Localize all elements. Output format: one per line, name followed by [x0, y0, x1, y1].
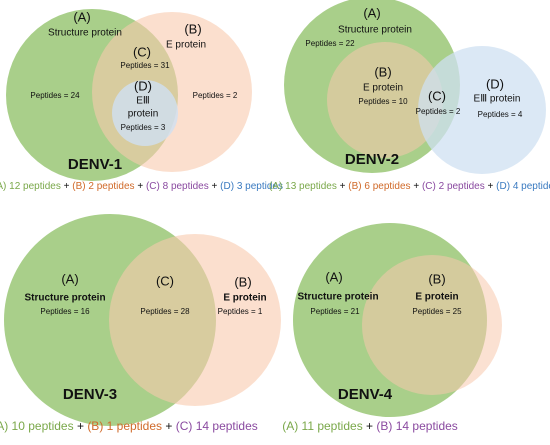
label: E protein	[223, 293, 266, 304]
label: Peptides = 16	[40, 307, 90, 316]
label: Peptides = 1	[218, 307, 263, 316]
label: E protein	[415, 292, 458, 303]
caption-part: (A) 11 peptides	[282, 419, 363, 433]
caption-part: +	[165, 419, 172, 433]
caption-part: (C) 2 peptides	[422, 181, 485, 192]
panel-title: DENV-3	[63, 386, 117, 403]
caption-part: (B) 1 peptides	[87, 419, 162, 433]
label: Peptides = 28	[140, 307, 190, 316]
label: (B)	[374, 64, 391, 79]
label: (A)	[73, 9, 90, 24]
caption-part: +	[64, 181, 70, 192]
label: (A)	[363, 5, 380, 20]
label: Peptides = 25	[412, 307, 462, 316]
caption-part: +	[366, 419, 373, 433]
caption-part: (A) 12 peptides	[0, 181, 61, 192]
label: Peptides = 2	[416, 107, 461, 116]
caption-part: (A) 10 peptides	[0, 419, 74, 433]
caption-part: (B) 2 peptides	[72, 181, 134, 192]
caption: (A) 12 peptides + (B) 2 peptides + (C) 8…	[0, 181, 283, 192]
caption-part: +	[340, 181, 346, 192]
label: (A)	[61, 271, 78, 286]
circle-b	[327, 42, 443, 158]
label: protein	[128, 109, 159, 120]
caption-part: (B) 14 peptides	[376, 419, 457, 433]
label: (C)	[133, 44, 151, 59]
label: Peptides = 10	[358, 97, 408, 106]
caption-part: (D) 3 peptides	[220, 181, 283, 192]
label: (A)	[325, 269, 342, 284]
label: Peptides = 22	[305, 39, 355, 48]
label: Peptides = 21	[310, 307, 360, 316]
label: Peptides = 2	[193, 91, 238, 100]
caption: (A) 10 peptides + (B) 1 peptides + (C) 1…	[0, 419, 258, 433]
caption-part: (C) 8 peptides	[146, 181, 209, 192]
label: Peptides = 31	[120, 61, 170, 70]
caption-part: +	[413, 181, 419, 192]
caption-part: +	[137, 181, 143, 192]
caption-part: (A) 13 peptides	[269, 181, 337, 192]
label: Structure protein	[48, 28, 122, 39]
label: Structure protein	[297, 292, 378, 303]
circle-d	[418, 46, 546, 174]
caption-part: +	[212, 181, 218, 192]
label: Peptides = 24	[30, 91, 80, 100]
label: E protein	[166, 40, 206, 51]
label: Structure protein	[24, 293, 105, 304]
label: EⅢ protein	[474, 94, 521, 105]
label: (B)	[184, 21, 201, 36]
label: EⅢ	[136, 96, 150, 107]
label: (C)	[428, 88, 446, 103]
caption-part: +	[488, 181, 494, 192]
label: (C)	[156, 273, 174, 288]
panel-title: DENV-2	[345, 151, 399, 168]
caption-part: (B) 6 peptides	[348, 181, 410, 192]
label: (D)	[134, 78, 152, 93]
label: (B)	[428, 271, 445, 286]
label: (B)	[234, 274, 251, 289]
caption-part: +	[77, 419, 84, 433]
label: Peptides = 4	[478, 110, 523, 119]
circle-d	[112, 80, 178, 146]
label: Structure protein	[338, 25, 412, 36]
caption-part: (C) 14 peptides	[176, 419, 258, 433]
caption-part: (D) 4 peptides	[496, 181, 550, 192]
circle-b	[362, 255, 502, 395]
label: (D)	[486, 76, 504, 91]
caption: (A) 11 peptides + (B) 14 peptides	[282, 419, 458, 433]
circle-b	[109, 234, 281, 406]
caption: (A) 13 peptides + (B) 6 peptides + (C) 2…	[269, 181, 550, 192]
panel-title: DENV-4	[338, 386, 393, 403]
label: E protein	[363, 83, 403, 94]
label: Peptides = 3	[121, 123, 166, 132]
panel-title: DENV-1	[68, 156, 122, 173]
